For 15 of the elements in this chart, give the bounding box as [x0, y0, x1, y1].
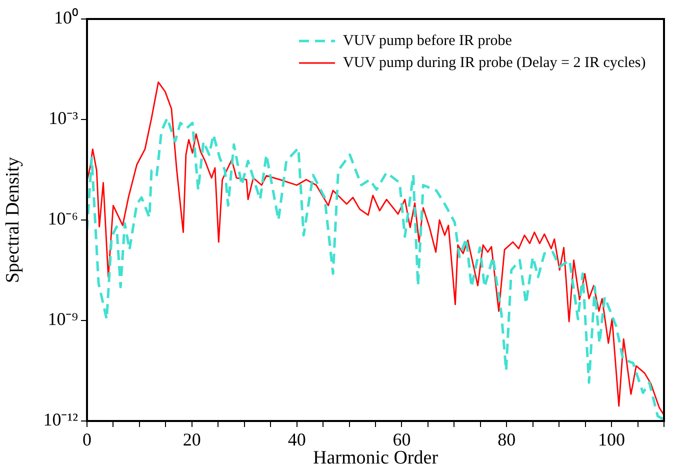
legend-label: VUV pump before IR probe — [343, 32, 512, 49]
y-tick-label: 10⁻¹² — [43, 410, 78, 430]
y-tick-label: 10⁰ — [54, 8, 78, 28]
x-axis-title: Harmonic Order — [312, 448, 439, 469]
y-axis-title: Spectral Density — [2, 156, 24, 284]
x-tick-label: 100 — [598, 430, 626, 450]
x-tick-label: 40 — [288, 430, 306, 450]
x-tick-label: 60 — [392, 430, 411, 450]
legend-label: VUV pump during IR probe (Delay = 2 IR cycles) — [343, 54, 646, 71]
x-tick-label: 80 — [498, 430, 516, 450]
y-tick-label: 10⁻³ — [48, 108, 79, 128]
x-tick-label: 0 — [82, 430, 92, 450]
y-tick-label: 10⁻⁹ — [48, 309, 78, 330]
y-tick-label: 10⁻⁶ — [48, 208, 78, 229]
x-tick-label: 20 — [182, 430, 201, 450]
